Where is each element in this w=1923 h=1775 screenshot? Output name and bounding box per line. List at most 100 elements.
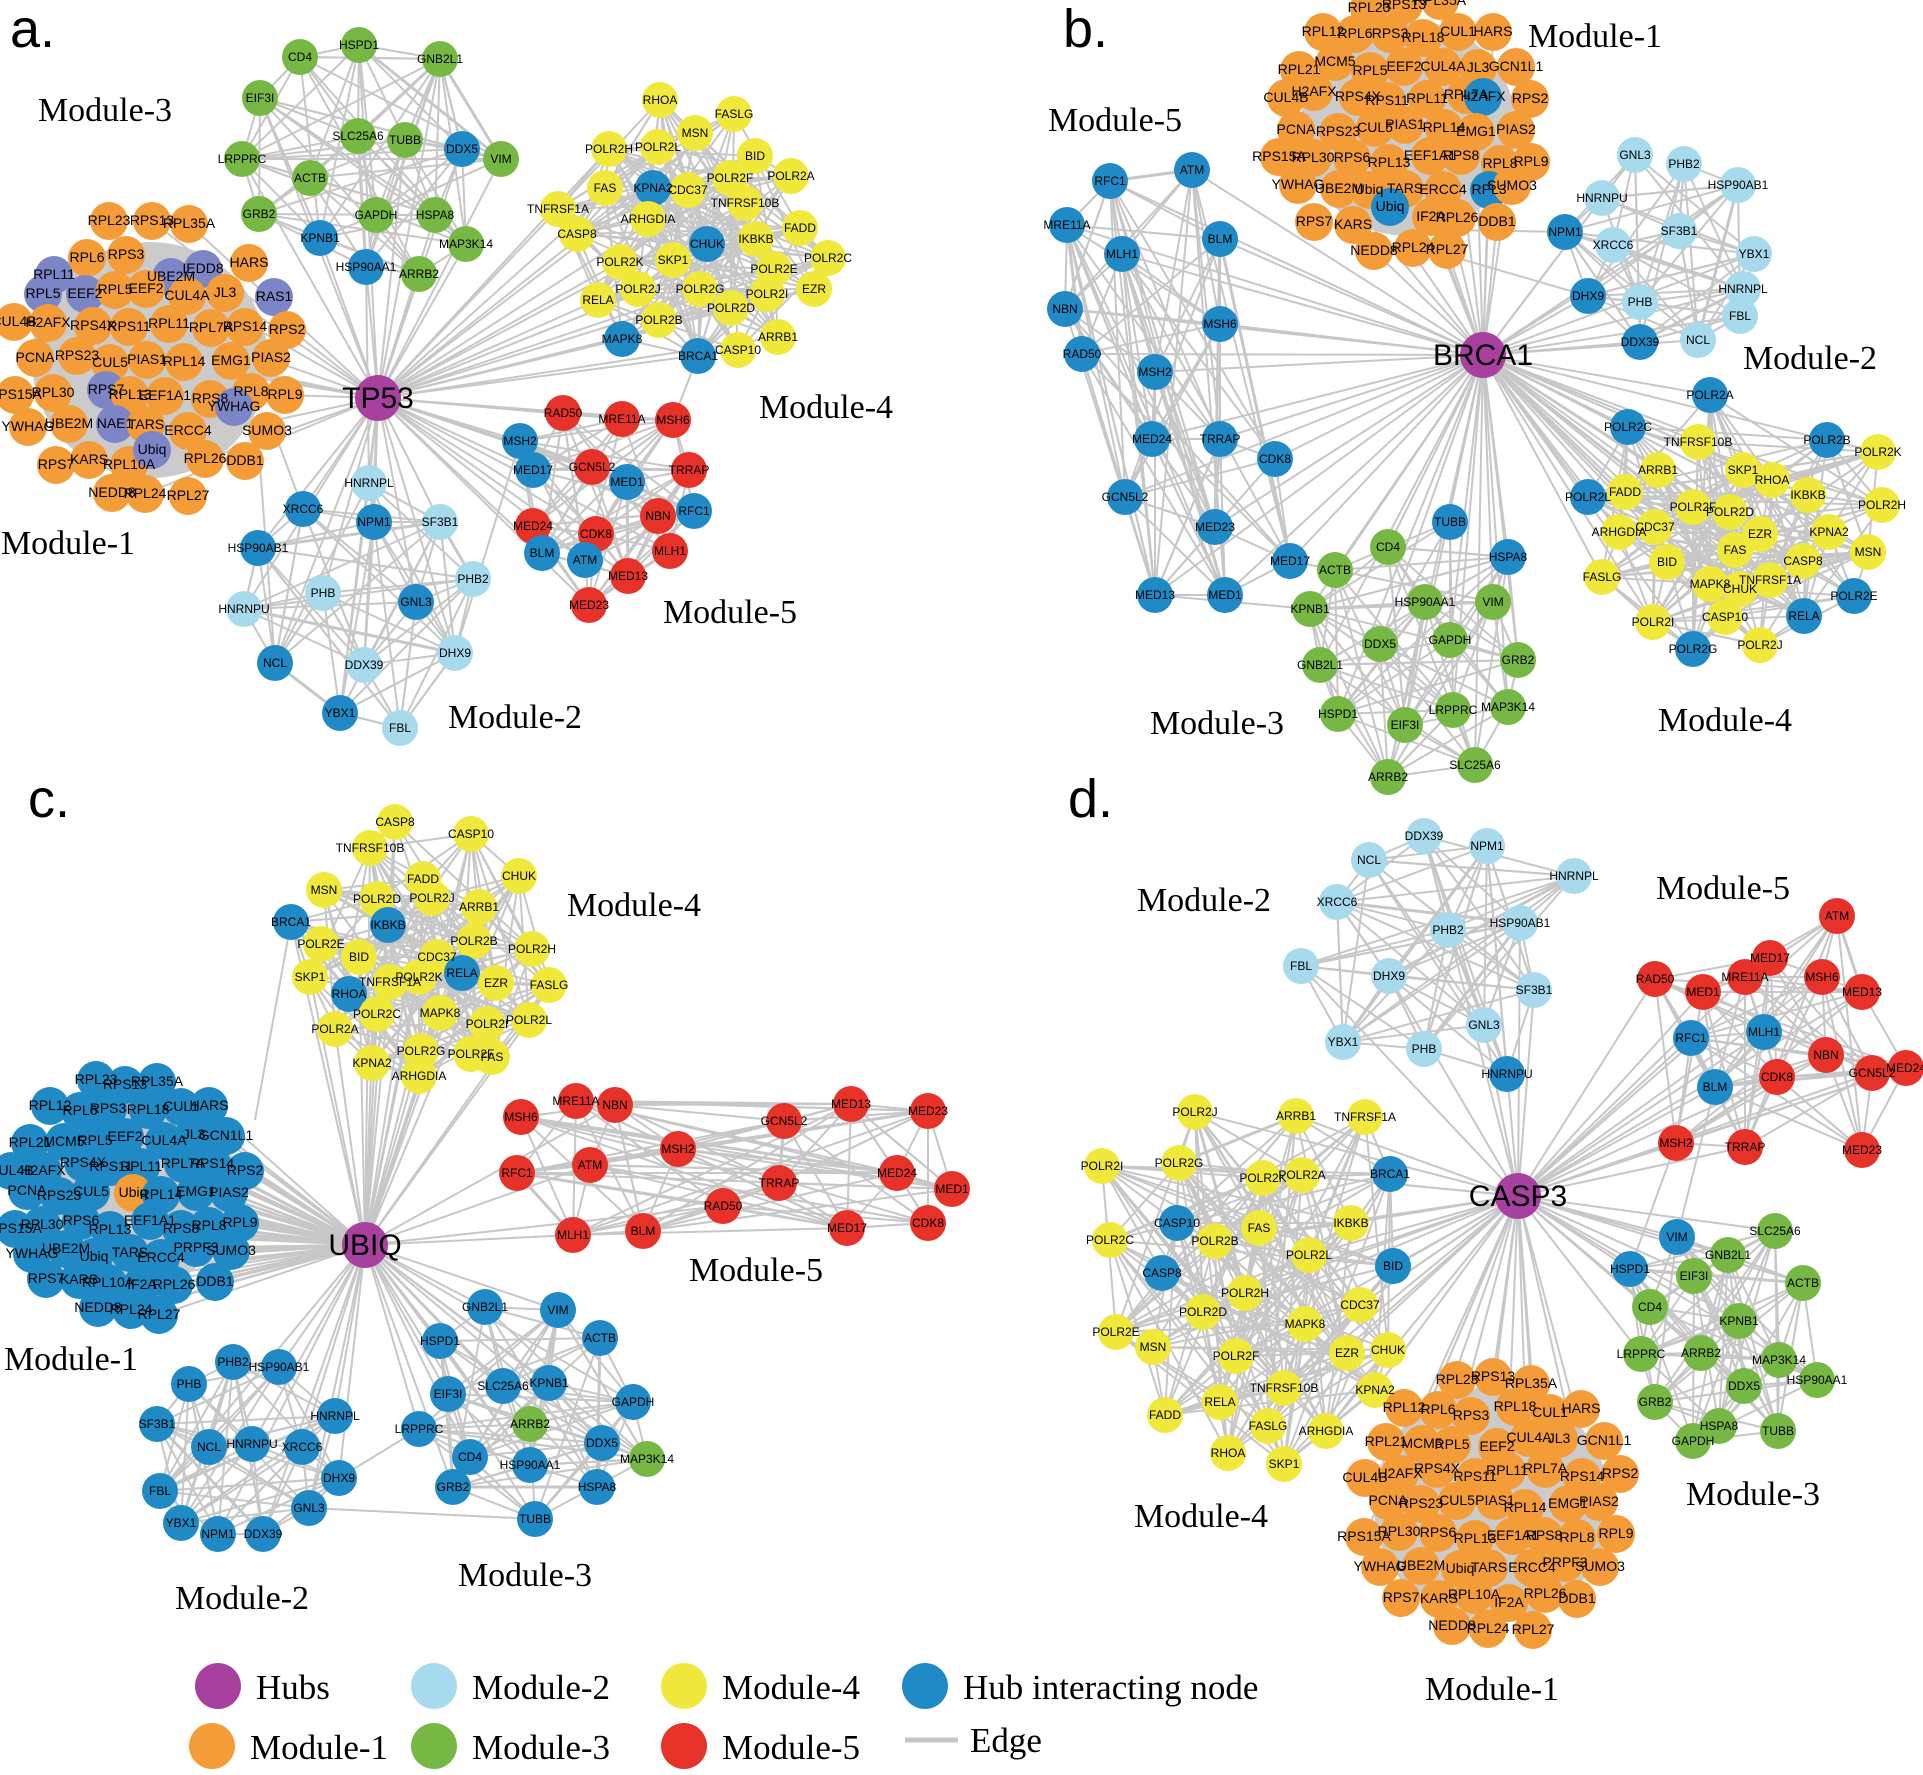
- svg-text:MRE11A: MRE11A: [552, 1094, 599, 1108]
- svg-text:NBN: NBN: [1052, 302, 1077, 316]
- svg-text:RPS3: RPS3: [1372, 25, 1409, 41]
- svg-text:FBL: FBL: [1290, 959, 1312, 973]
- svg-text:RAD50: RAD50: [1636, 972, 1675, 986]
- svg-text:CDK8: CDK8: [580, 527, 612, 541]
- svg-text:NBN: NBN: [602, 1098, 627, 1112]
- svg-text:ERCC4: ERCC4: [1419, 181, 1467, 197]
- svg-text:NEDD8: NEDD8: [74, 1299, 122, 1315]
- svg-text:RAS1: RAS1: [256, 288, 293, 304]
- svg-text:POLR2A: POLR2A: [767, 169, 814, 183]
- svg-text:RPL21: RPL21: [9, 1134, 52, 1150]
- svg-text:ARHGDIA: ARHGDIA: [621, 212, 676, 226]
- svg-text:FADD: FADD: [1609, 485, 1641, 499]
- svg-text:Module-3: Module-3: [38, 92, 172, 129]
- svg-text:TP53: TP53: [342, 382, 414, 415]
- svg-text:ERCC4: ERCC4: [1508, 1559, 1556, 1575]
- svg-text:BRCA1: BRCA1: [271, 915, 311, 929]
- svg-text:BRCA1: BRCA1: [1433, 339, 1533, 372]
- svg-text:ATM: ATM: [1180, 163, 1204, 177]
- svg-text:CUL1: CUL1: [1532, 1404, 1568, 1420]
- svg-text:UBE2M: UBE2M: [45, 415, 93, 431]
- svg-text:RPL13: RPL13: [1368, 154, 1411, 170]
- svg-text:RPL12: RPL12: [1302, 23, 1345, 39]
- svg-text:MED24: MED24: [513, 519, 553, 533]
- svg-text:RPL27: RPL27: [1512, 1621, 1555, 1637]
- svg-text:SLC25A6: SLC25A6: [1449, 758, 1501, 772]
- svg-text:TNFRSF1A: TNFRSF1A: [1334, 1110, 1396, 1124]
- svg-text:CD4: CD4: [1376, 540, 1400, 554]
- svg-text:MAP3K14: MAP3K14: [1481, 700, 1535, 714]
- svg-text:RPS2: RPS2: [227, 1162, 264, 1178]
- svg-text:EEF2: EEF2: [67, 285, 102, 301]
- svg-text:Module-1: Module-1: [1425, 1671, 1559, 1708]
- svg-text:RPS15A: RPS15A: [0, 386, 43, 402]
- svg-text:MLH1: MLH1: [654, 544, 686, 558]
- svg-text:RPL6: RPL6: [62, 1102, 97, 1118]
- svg-text:GCN5L2: GCN5L2: [569, 460, 616, 474]
- svg-text:PIAS2: PIAS2: [251, 349, 291, 365]
- svg-text:POLR2K: POLR2K: [1854, 445, 1901, 459]
- svg-text:XRCC6: XRCC6: [1317, 895, 1358, 909]
- svg-text:SF3B1: SF3B1: [1516, 983, 1553, 997]
- svg-text:RPS14: RPS14: [1560, 1468, 1605, 1484]
- svg-text:SLC25A6: SLC25A6: [1749, 1224, 1801, 1238]
- svg-text:POLR2F: POLR2F: [1213, 1349, 1260, 1363]
- svg-text:TNFRSF10B: TNFRSF10B: [711, 196, 780, 210]
- svg-text:RPL13: RPL13: [1454, 1530, 1497, 1546]
- svg-text:XRCC6: XRCC6: [1593, 238, 1634, 252]
- svg-text:JL3: JL3: [1467, 59, 1490, 75]
- svg-text:RPS15A: RPS15A: [0, 1220, 43, 1236]
- svg-text:GRB2: GRB2: [1502, 653, 1535, 667]
- svg-text:CUL4A: CUL4A: [141, 1132, 187, 1148]
- svg-text:PIAS1: PIAS1: [127, 351, 167, 367]
- svg-text:FASLG: FASLG: [530, 978, 569, 992]
- svg-text:RPL18: RPL18: [1402, 29, 1445, 45]
- svg-text:RPL35A: RPL35A: [1505, 1375, 1558, 1391]
- svg-text:BRCA1: BRCA1: [1370, 1167, 1410, 1181]
- svg-text:MED17: MED17: [513, 463, 553, 477]
- svg-text:ARRB2: ARRB2: [399, 267, 439, 281]
- svg-text:RPS13: RPS13: [1382, 0, 1427, 12]
- svg-text:RELA: RELA: [582, 293, 613, 307]
- svg-text:MED1: MED1: [1686, 985, 1720, 999]
- svg-text:TNFRSF1A: TNFRSF1A: [1739, 573, 1801, 587]
- svg-text:MLH1: MLH1: [1106, 247, 1138, 261]
- svg-text:VIM: VIM: [490, 152, 511, 166]
- svg-text:MAPK8: MAPK8: [420, 1006, 461, 1020]
- svg-text:BLM: BLM: [1703, 1080, 1728, 1094]
- svg-text:ARRB1: ARRB1: [1276, 1109, 1316, 1123]
- svg-text:IF2A: IF2A: [1416, 208, 1446, 224]
- svg-text:NCL: NCL: [263, 656, 287, 670]
- svg-text:RPL27: RPL27: [167, 487, 210, 503]
- svg-text:CUL1: CUL1: [163, 1098, 199, 1114]
- svg-text:DDX5: DDX5: [1364, 637, 1396, 651]
- svg-text:POLR2B: POLR2B: [635, 313, 682, 327]
- svg-text:TUBB: TUBB: [1762, 1424, 1794, 1438]
- svg-text:PHB: PHB: [177, 1377, 202, 1391]
- svg-text:MSN: MSN: [1855, 545, 1882, 559]
- svg-text:MCM5: MCM5: [1314, 53, 1355, 69]
- svg-text:POLR2G: POLR2G: [676, 282, 725, 296]
- svg-text:RPS7: RPS7: [1296, 213, 1333, 229]
- svg-text:RPS14: RPS14: [223, 318, 268, 334]
- svg-text:NBN: NBN: [645, 509, 670, 523]
- svg-text:RPL6: RPL6: [69, 249, 104, 265]
- svg-text:VIM: VIM: [1666, 1230, 1687, 1244]
- svg-text:POLR2B: POLR2B: [450, 934, 497, 948]
- svg-text:HARS: HARS: [190, 1097, 229, 1113]
- svg-text:NBN: NBN: [1813, 1048, 1838, 1062]
- svg-text:ACTB: ACTB: [294, 171, 326, 185]
- svg-text:RPL24: RPL24: [1467, 1620, 1510, 1636]
- svg-text:RPL5: RPL5: [77, 1132, 112, 1148]
- svg-text:ARHGDIA: ARHGDIA: [1592, 525, 1647, 539]
- svg-text:PHB2: PHB2: [457, 572, 489, 586]
- svg-text:NPM1: NPM1: [1470, 839, 1504, 853]
- svg-text:CD4: CD4: [458, 1450, 482, 1464]
- svg-text:FADD: FADD: [784, 221, 816, 235]
- svg-text:POLR2E: POLR2E: [297, 937, 344, 951]
- svg-text:IEDD8: IEDD8: [182, 260, 223, 276]
- svg-text:GNL3: GNL3: [1619, 148, 1651, 162]
- svg-text:Ubiq: Ubiq: [80, 1248, 109, 1264]
- svg-text:Hub interacting node: Hub interacting node: [963, 1668, 1258, 1707]
- svg-text:POLR2I: POLR2I: [746, 287, 789, 301]
